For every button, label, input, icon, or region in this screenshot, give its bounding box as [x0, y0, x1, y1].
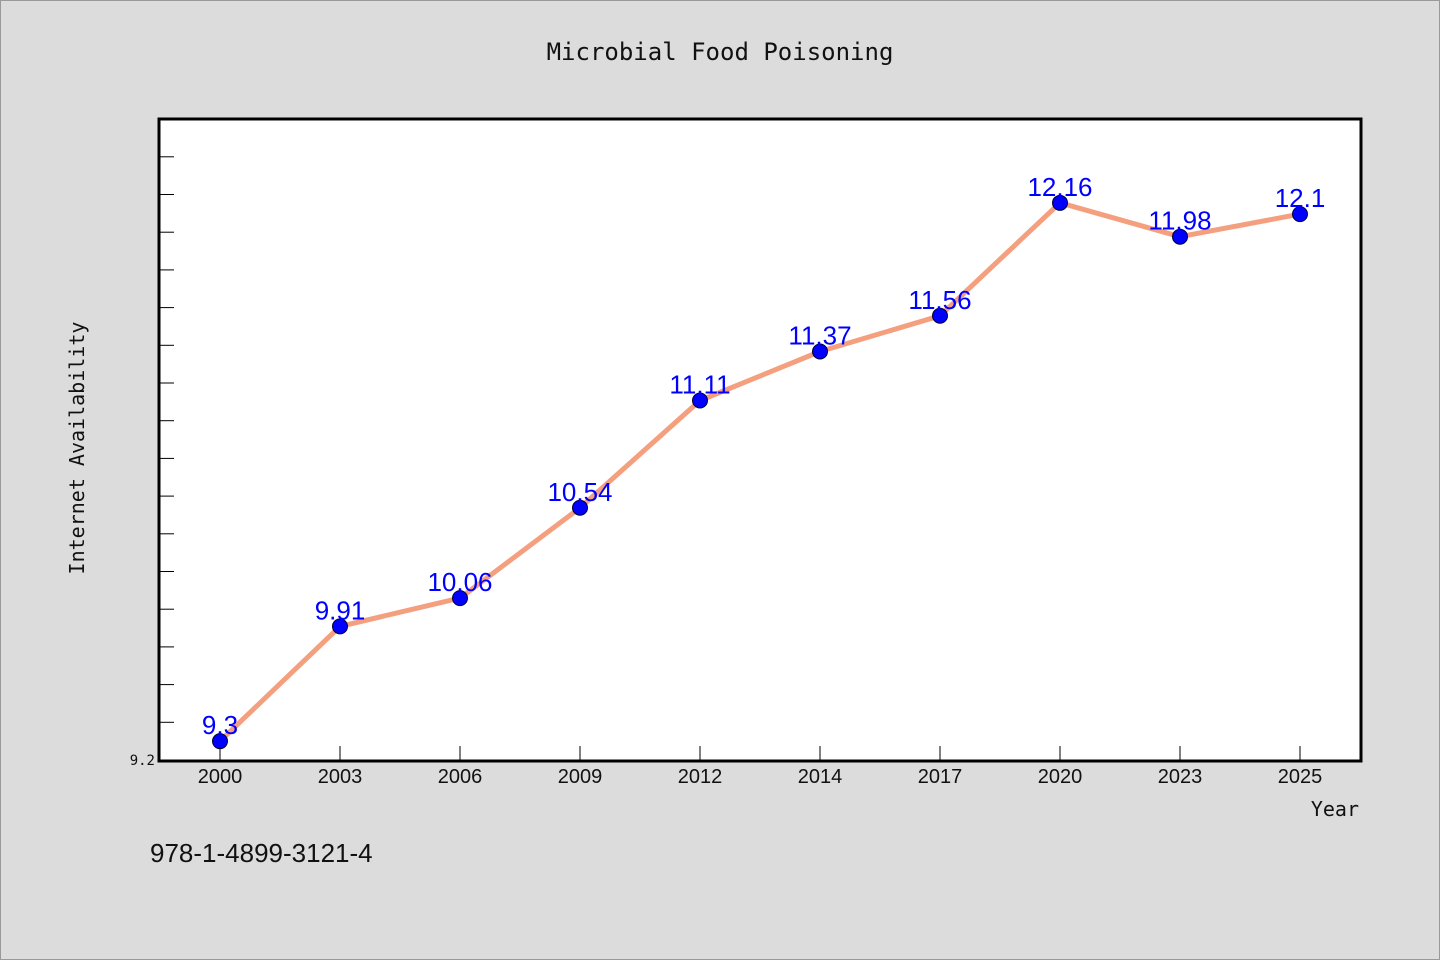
data-point: [692, 392, 708, 409]
x-tick-label: 2017: [918, 766, 963, 788]
data-label: 11.11: [669, 369, 730, 399]
data-label: 9.91: [315, 595, 366, 625]
chart-title: Microbial Food Poisoning: [547, 38, 894, 66]
data-point: [332, 618, 348, 635]
data-label: 12.16: [1027, 172, 1092, 202]
data-point: [932, 307, 948, 324]
data-label: 11.98: [1148, 206, 1211, 236]
data-point: [452, 590, 468, 607]
x-axis-tick-labels: 2000 2003 2006 2009 2012 2014 2017 2020 2023 2025: [198, 766, 1323, 788]
data-markers: [212, 194, 1308, 750]
x-tick-label: 2009: [558, 766, 603, 788]
series-line: [218, 200, 1301, 744]
data-label: 9.3: [202, 710, 238, 740]
x-tick-label: 2025: [1278, 766, 1323, 788]
data-point: [1052, 194, 1068, 211]
x-tick-label: 2012: [678, 766, 723, 788]
data-point: [572, 499, 588, 516]
data-point: [1292, 206, 1308, 223]
y-tick-label: 9.2: [130, 753, 155, 769]
footer-isbn: 978-1-4899-3121-4: [150, 838, 373, 868]
data-label: 12.1: [1275, 183, 1326, 213]
x-tick-label: 2023: [1158, 766, 1203, 788]
plot-area: [157, 117, 1363, 763]
y-axis-minor-ticks: [160, 156, 174, 723]
x-tick-label: 2006: [438, 766, 483, 788]
data-label: 11.56: [908, 285, 971, 315]
data-label: 10.06: [427, 567, 492, 597]
data-point: [212, 733, 228, 750]
x-axis-label: Year: [1311, 797, 1359, 821]
x-tick-label: 2020: [1038, 766, 1083, 788]
data-point: [1172, 228, 1188, 245]
data-label: 11.37: [788, 321, 851, 351]
data-label: 10.54: [547, 477, 612, 507]
x-tick-label: 2000: [198, 766, 243, 788]
x-tick-label: 2003: [318, 766, 363, 788]
data-labels: 9.3 9.91 10.06 10.54 11.11 11.37 11.56 12.16 11.…: [202, 172, 1325, 740]
data-point: [812, 343, 828, 360]
x-tick-label: 2014: [798, 766, 843, 788]
y-axis-tick-labels: 9.2: [130, 753, 155, 769]
y-axis-label: Internet Availability: [65, 322, 89, 575]
